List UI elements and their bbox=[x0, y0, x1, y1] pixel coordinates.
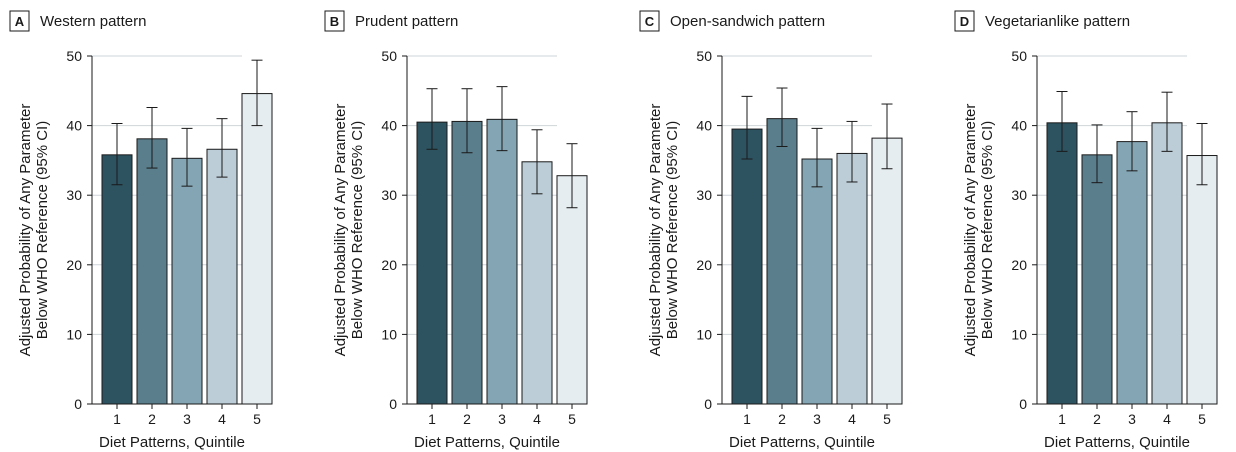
panel-c-y-tick-label-50: 50 bbox=[696, 48, 712, 64]
panel-c-title: Open-sandwich pattern bbox=[670, 13, 825, 30]
panel-b-chart: B Prudent pattern 0 10 20 30 40 50 Adjusted Prob… bbox=[324, 10, 588, 451]
panel-a-bar-4 bbox=[206, 148, 238, 405]
panel-d-y-tick-label-0: 0 bbox=[1019, 396, 1027, 412]
panel-a-bar-3 bbox=[171, 157, 203, 405]
panel-d-x-tick-label-1: 1 bbox=[1058, 411, 1066, 427]
panel-a-letter-box bbox=[9, 10, 30, 32]
panel-a-y-tick-label-0: 0 bbox=[74, 396, 82, 412]
panel-d-chart: D Vegetarianlike pattern 0 10 20 30 40 50 Adjust… bbox=[954, 10, 1218, 451]
panel-d-bar-3 bbox=[1116, 141, 1148, 405]
panel-b-title: Prudent pattern bbox=[355, 13, 458, 30]
panel-c-y-axis-label: Adjusted Probability of Any ParameterBel… bbox=[647, 104, 681, 357]
panel-b-letter: B bbox=[330, 14, 339, 29]
panel-d-x-tick-label-3: 3 bbox=[1128, 411, 1136, 427]
panel-c-x-tick-label-5: 5 bbox=[883, 411, 891, 427]
panel-b-x-tick-label-3: 3 bbox=[498, 411, 506, 427]
panel-d-x-tick-label-2: 2 bbox=[1093, 411, 1101, 427]
panel-b-bar-5 bbox=[556, 175, 588, 405]
panel-a-chart: A Western pattern 0 10 20 30 40 50 Adjusted Prob… bbox=[9, 10, 273, 451]
panel-a-bar-2 bbox=[136, 138, 168, 405]
panel-c-y-tick-label-40: 40 bbox=[696, 118, 712, 134]
panel-c-bar-4 bbox=[836, 152, 868, 405]
panel-d-letter-box bbox=[954, 10, 975, 32]
panel-a-x-axis-label: Diet Patterns, Quintile bbox=[99, 434, 245, 451]
panel-b-y-axis-label: Adjusted Probability of Any ParameterBel… bbox=[332, 104, 366, 357]
panel-b-y-tick-label-40: 40 bbox=[381, 118, 397, 134]
panel-c-x-tick-label-1: 1 bbox=[743, 411, 751, 427]
panel-c-x-tick-label-4: 4 bbox=[848, 411, 856, 427]
panel-d-bar-4 bbox=[1151, 122, 1183, 405]
panel-d-x-tick-label-5: 5 bbox=[1198, 411, 1206, 427]
panel-b-y-tick-label-50: 50 bbox=[381, 48, 397, 64]
panel-a-x-tick-label-5: 5 bbox=[253, 411, 261, 427]
panel-c-x-axis-label: Diet Patterns, Quintile bbox=[729, 434, 875, 451]
panel-b-x-axis-label: Diet Patterns, Quintile bbox=[414, 434, 560, 451]
panel-c-x-tick-label-2: 2 bbox=[778, 411, 786, 427]
panel-a-y-tick-label-10: 10 bbox=[66, 326, 82, 342]
panel-a-x-tick-label-4: 4 bbox=[218, 411, 226, 427]
panel-a-y-tick-label-40: 40 bbox=[66, 118, 82, 134]
panel-d-y-tick-label-10: 10 bbox=[1011, 326, 1027, 342]
panel-b-x-tick-label-1: 1 bbox=[428, 411, 436, 427]
panel-a-x-tick-label-3: 3 bbox=[183, 411, 191, 427]
panel-a-letter: A bbox=[15, 14, 25, 29]
panel-a-y-tick-label-20: 20 bbox=[66, 257, 82, 273]
panel-b-y-tick-label-0: 0 bbox=[389, 396, 397, 412]
panel-a-x-tick-label-2: 2 bbox=[148, 411, 156, 427]
panel-d-x-tick-label-4: 4 bbox=[1163, 411, 1171, 427]
panel-c-chart: C Open-sandwich pattern 0 10 20 30 40 50 Adjuste… bbox=[639, 10, 903, 451]
panel-b-bar-4 bbox=[521, 161, 553, 405]
panel-b-bar-3 bbox=[486, 118, 518, 405]
panel-d-y-tick-label-30: 30 bbox=[1011, 187, 1027, 203]
panel-c-x-tick-label-3: 3 bbox=[813, 411, 821, 427]
panel-c-letter-box bbox=[639, 10, 660, 32]
panel-b-y-tick-label-10: 10 bbox=[381, 326, 397, 342]
panel-c-y-tick-label-0: 0 bbox=[704, 396, 712, 412]
panel-a-title: Western pattern bbox=[40, 13, 146, 30]
panel-b-x-tick-label-4: 4 bbox=[533, 411, 541, 427]
panel-d-y-tick-label-50: 50 bbox=[1011, 48, 1027, 64]
panel-c-bar-1 bbox=[731, 128, 763, 405]
panel-b-x-tick-label-2: 2 bbox=[463, 411, 471, 427]
panel-d-y-axis-label: Adjusted Probability of Any ParameterBel… bbox=[962, 104, 996, 357]
panel-a-bar-1 bbox=[101, 154, 133, 405]
panel-a-y-tick-label-30: 30 bbox=[66, 187, 82, 203]
panel-b-x-tick-label-5: 5 bbox=[568, 411, 576, 427]
panel-c-y-tick-label-30: 30 bbox=[696, 187, 712, 203]
panel-a-bar-5 bbox=[241, 93, 273, 405]
panel-a-x-tick-label-1: 1 bbox=[113, 411, 121, 427]
panel-b-y-tick-label-20: 20 bbox=[381, 257, 397, 273]
panel-b-bar-1 bbox=[416, 121, 448, 405]
panel-c-bar-5 bbox=[871, 137, 903, 405]
panel-c-bar-2 bbox=[766, 118, 798, 405]
panel-c-letter: C bbox=[645, 14, 655, 29]
panel-c-y-tick-label-10: 10 bbox=[696, 326, 712, 342]
panel-d-letter: D bbox=[960, 14, 969, 29]
panel-c-bar-3 bbox=[801, 158, 833, 405]
panel-b-bar-2 bbox=[451, 120, 483, 405]
panel-a-y-axis-label: Adjusted Probability of Any ParameterBel… bbox=[17, 104, 51, 357]
panel-d-x-axis-label: Diet Patterns, Quintile bbox=[1044, 434, 1190, 451]
panel-d-bar-5 bbox=[1186, 155, 1218, 405]
panel-d-y-tick-label-40: 40 bbox=[1011, 118, 1027, 134]
panel-d-title: Vegetarianlike pattern bbox=[985, 13, 1130, 30]
panel-d-bar-1 bbox=[1046, 122, 1078, 405]
panel-c-y-tick-label-20: 20 bbox=[696, 257, 712, 273]
panel-d-bar-2 bbox=[1081, 154, 1113, 405]
panel-b-letter-box bbox=[324, 10, 345, 32]
panel-b-y-tick-label-30: 30 bbox=[381, 187, 397, 203]
panel-d-y-tick-label-20: 20 bbox=[1011, 257, 1027, 273]
panel-a-y-tick-label-50: 50 bbox=[66, 48, 82, 64]
